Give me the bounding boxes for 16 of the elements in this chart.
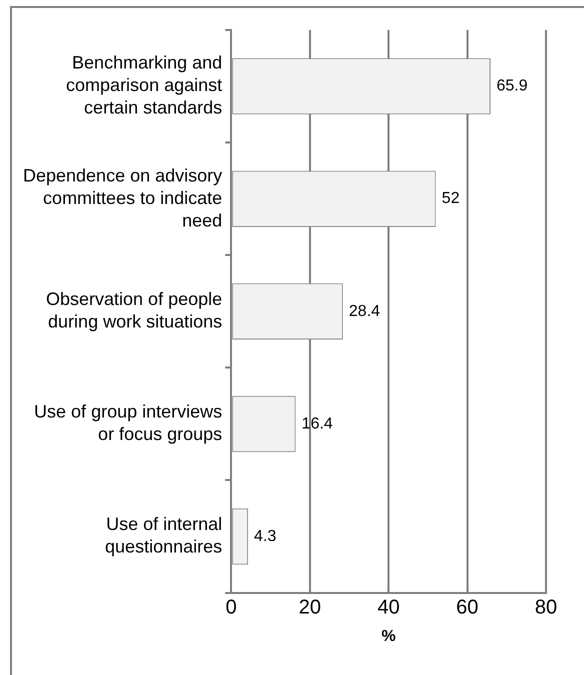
x-axis-title: % <box>381 628 396 645</box>
y-tick-label: Use of internal questionnaires <box>105 514 222 557</box>
x-tick-label: 20 <box>298 596 321 618</box>
data-label: 16.4 <box>302 415 333 432</box>
y-tick-label: Benchmarking and comparison against certain standards <box>66 52 222 118</box>
y-tick-label: Use of group interviews or focus groups <box>34 402 222 444</box>
data-label: 65.9 <box>496 78 528 95</box>
x-tick-label: 40 <box>377 596 400 618</box>
data-label: 28.4 <box>348 302 380 320</box>
x-tick-label: 0 <box>226 596 237 618</box>
data-label: 52 <box>442 190 460 208</box>
y-tick-label: Dependence on advisory committees to indicate need <box>22 165 222 230</box>
data-label: 4.3 <box>254 528 276 545</box>
y-tick-label: Observation of people during work situations <box>46 289 222 332</box>
x-tick-label: 80 <box>534 596 558 618</box>
x-tick-label: 60 <box>456 596 478 618</box>
